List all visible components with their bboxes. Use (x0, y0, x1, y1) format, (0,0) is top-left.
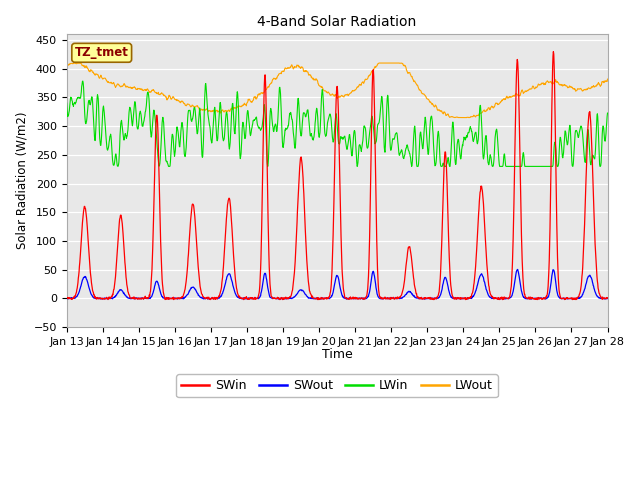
SWin (604, 295, 611, 301)
Line: SWin: SWin (67, 52, 607, 300)
LWout (63, 65, 70, 71)
SWout (100, 296, 108, 302)
SWout (514, 266, 522, 272)
Legend: SWin, SWout, LWin, LWout: SWin, SWout, LWin, LWout (177, 374, 498, 397)
Y-axis label: Solar Radiation (W/m2): Solar Radiation (W/m2) (15, 112, 28, 250)
SWin (550, 49, 557, 55)
SWin (170, 297, 178, 302)
LWout (540, 82, 548, 87)
SWin (183, 271, 191, 277)
X-axis label: Time: Time (322, 348, 353, 361)
LWout (244, 99, 252, 105)
Line: LWout: LWout (67, 63, 607, 118)
LWout (456, 115, 463, 120)
SWout (170, 296, 178, 301)
LWin (79, 78, 86, 84)
LWout (604, 76, 611, 82)
SWout (540, 296, 548, 301)
LWin (421, 114, 429, 120)
SWin (63, 295, 70, 301)
LWin (184, 121, 191, 127)
SWin (540, 295, 547, 300)
LWin (63, 100, 70, 106)
LWin (170, 150, 178, 156)
LWout (492, 101, 500, 107)
Line: SWout: SWout (67, 269, 607, 299)
Line: LWin: LWin (67, 81, 607, 167)
SWout (63, 295, 70, 301)
SWout (492, 296, 500, 301)
LWin (604, 110, 611, 116)
SWout (184, 292, 191, 298)
SWout (604, 296, 611, 301)
LWout (376, 60, 383, 66)
LWout (183, 102, 191, 108)
LWout (170, 95, 178, 101)
SWin (244, 297, 252, 302)
LWin (492, 129, 500, 134)
Text: TZ_tmet: TZ_tmet (75, 46, 129, 60)
LWin (540, 164, 547, 169)
LWin (244, 108, 252, 113)
SWin (421, 296, 429, 301)
SWout (244, 296, 252, 301)
SWin (206, 297, 214, 302)
LWin (596, 164, 604, 169)
SWout (421, 296, 429, 301)
Title: 4-Band Solar Radiation: 4-Band Solar Radiation (257, 15, 417, 29)
LWout (421, 93, 429, 98)
SWin (492, 296, 500, 301)
